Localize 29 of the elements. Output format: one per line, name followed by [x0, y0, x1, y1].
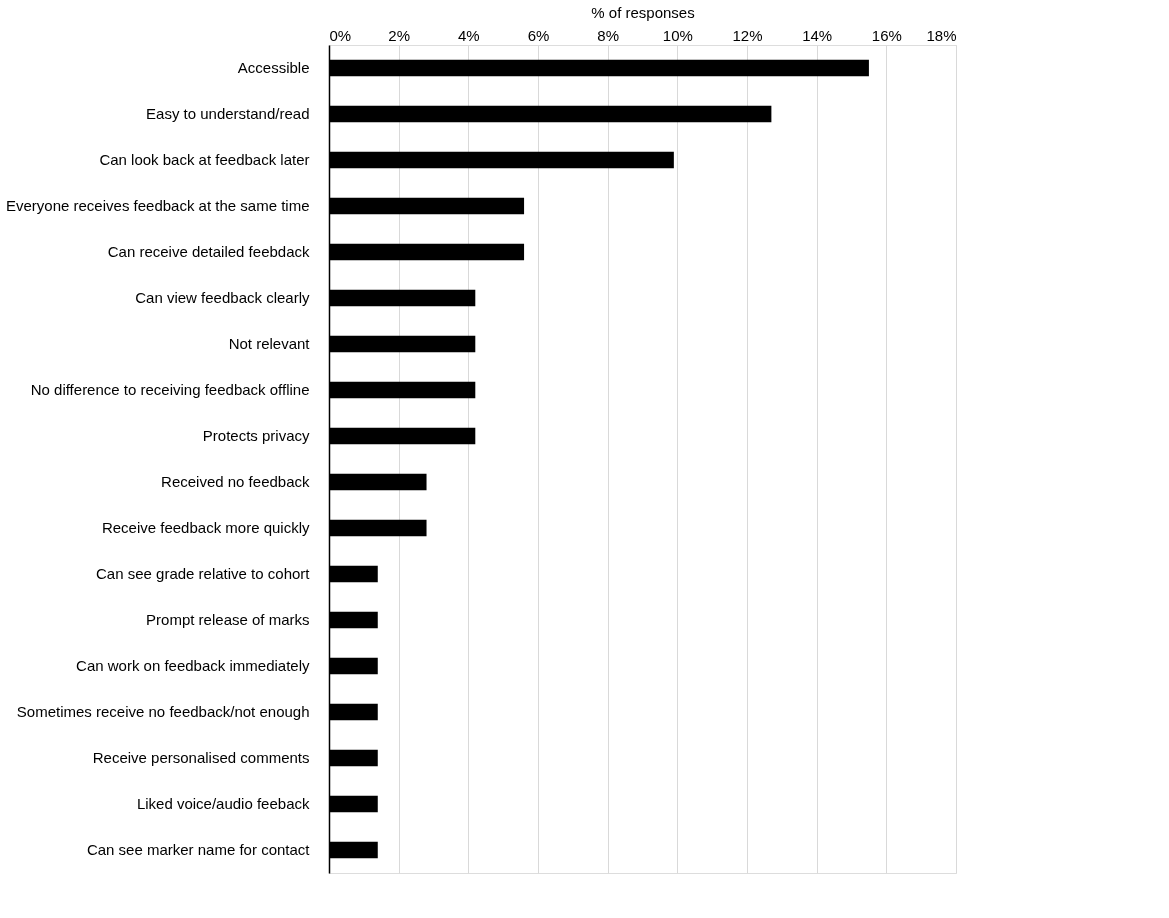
y-tick-label: Can view feedback clearly	[135, 289, 310, 306]
y-tick-label: Can look back at feedback later	[99, 151, 310, 168]
y-tick-label: Everyone receives feedback at the same time	[6, 197, 310, 214]
y-tick-label: Can work on feedback immediately	[76, 657, 310, 674]
x-tick-label: 0%	[329, 26, 352, 44]
y-tick-label: Receive personalised comments	[92, 749, 310, 766]
y-tick-label: Received no feedback	[161, 473, 310, 490]
y-tick-label: Liked voice/audio feeback	[136, 795, 310, 812]
y-tick-label: Prompt release of marks	[146, 611, 310, 628]
y-tick-label: Not relevant	[228, 335, 311, 352]
x-tick-label: 12%	[732, 26, 763, 44]
y-tick-label: Accessible	[237, 59, 310, 76]
y-tick-label: Receive feedback more quickly	[101, 519, 310, 536]
y-tick-label: Can see marker name for contact	[86, 841, 311, 858]
y-tick-label: No difference to receiving feedback offline	[30, 381, 310, 398]
y-tick-label: Sometimes receive no feedback/not enough	[16, 703, 310, 720]
x-tick-label: 8%	[597, 26, 620, 44]
x-tick-label: 4%	[457, 26, 480, 44]
x-tick-label: 16%	[871, 26, 902, 44]
x-tick-label: 14%	[802, 26, 833, 44]
x-tick-label: 10%	[662, 26, 693, 44]
x-tick-label: 6%	[527, 26, 550, 44]
x-axis-title: % of responses	[591, 3, 695, 21]
y-tick-label: Protects privacy	[202, 427, 310, 444]
y-tick-label: Can receive detailed feebdack	[107, 243, 310, 260]
y-tick-label: Easy to understand/read	[146, 105, 310, 122]
x-tick-label: 2%	[388, 26, 411, 44]
x-tick-label: 18%	[926, 26, 957, 44]
y-tick-label: Can see grade relative to cohort	[96, 565, 311, 582]
